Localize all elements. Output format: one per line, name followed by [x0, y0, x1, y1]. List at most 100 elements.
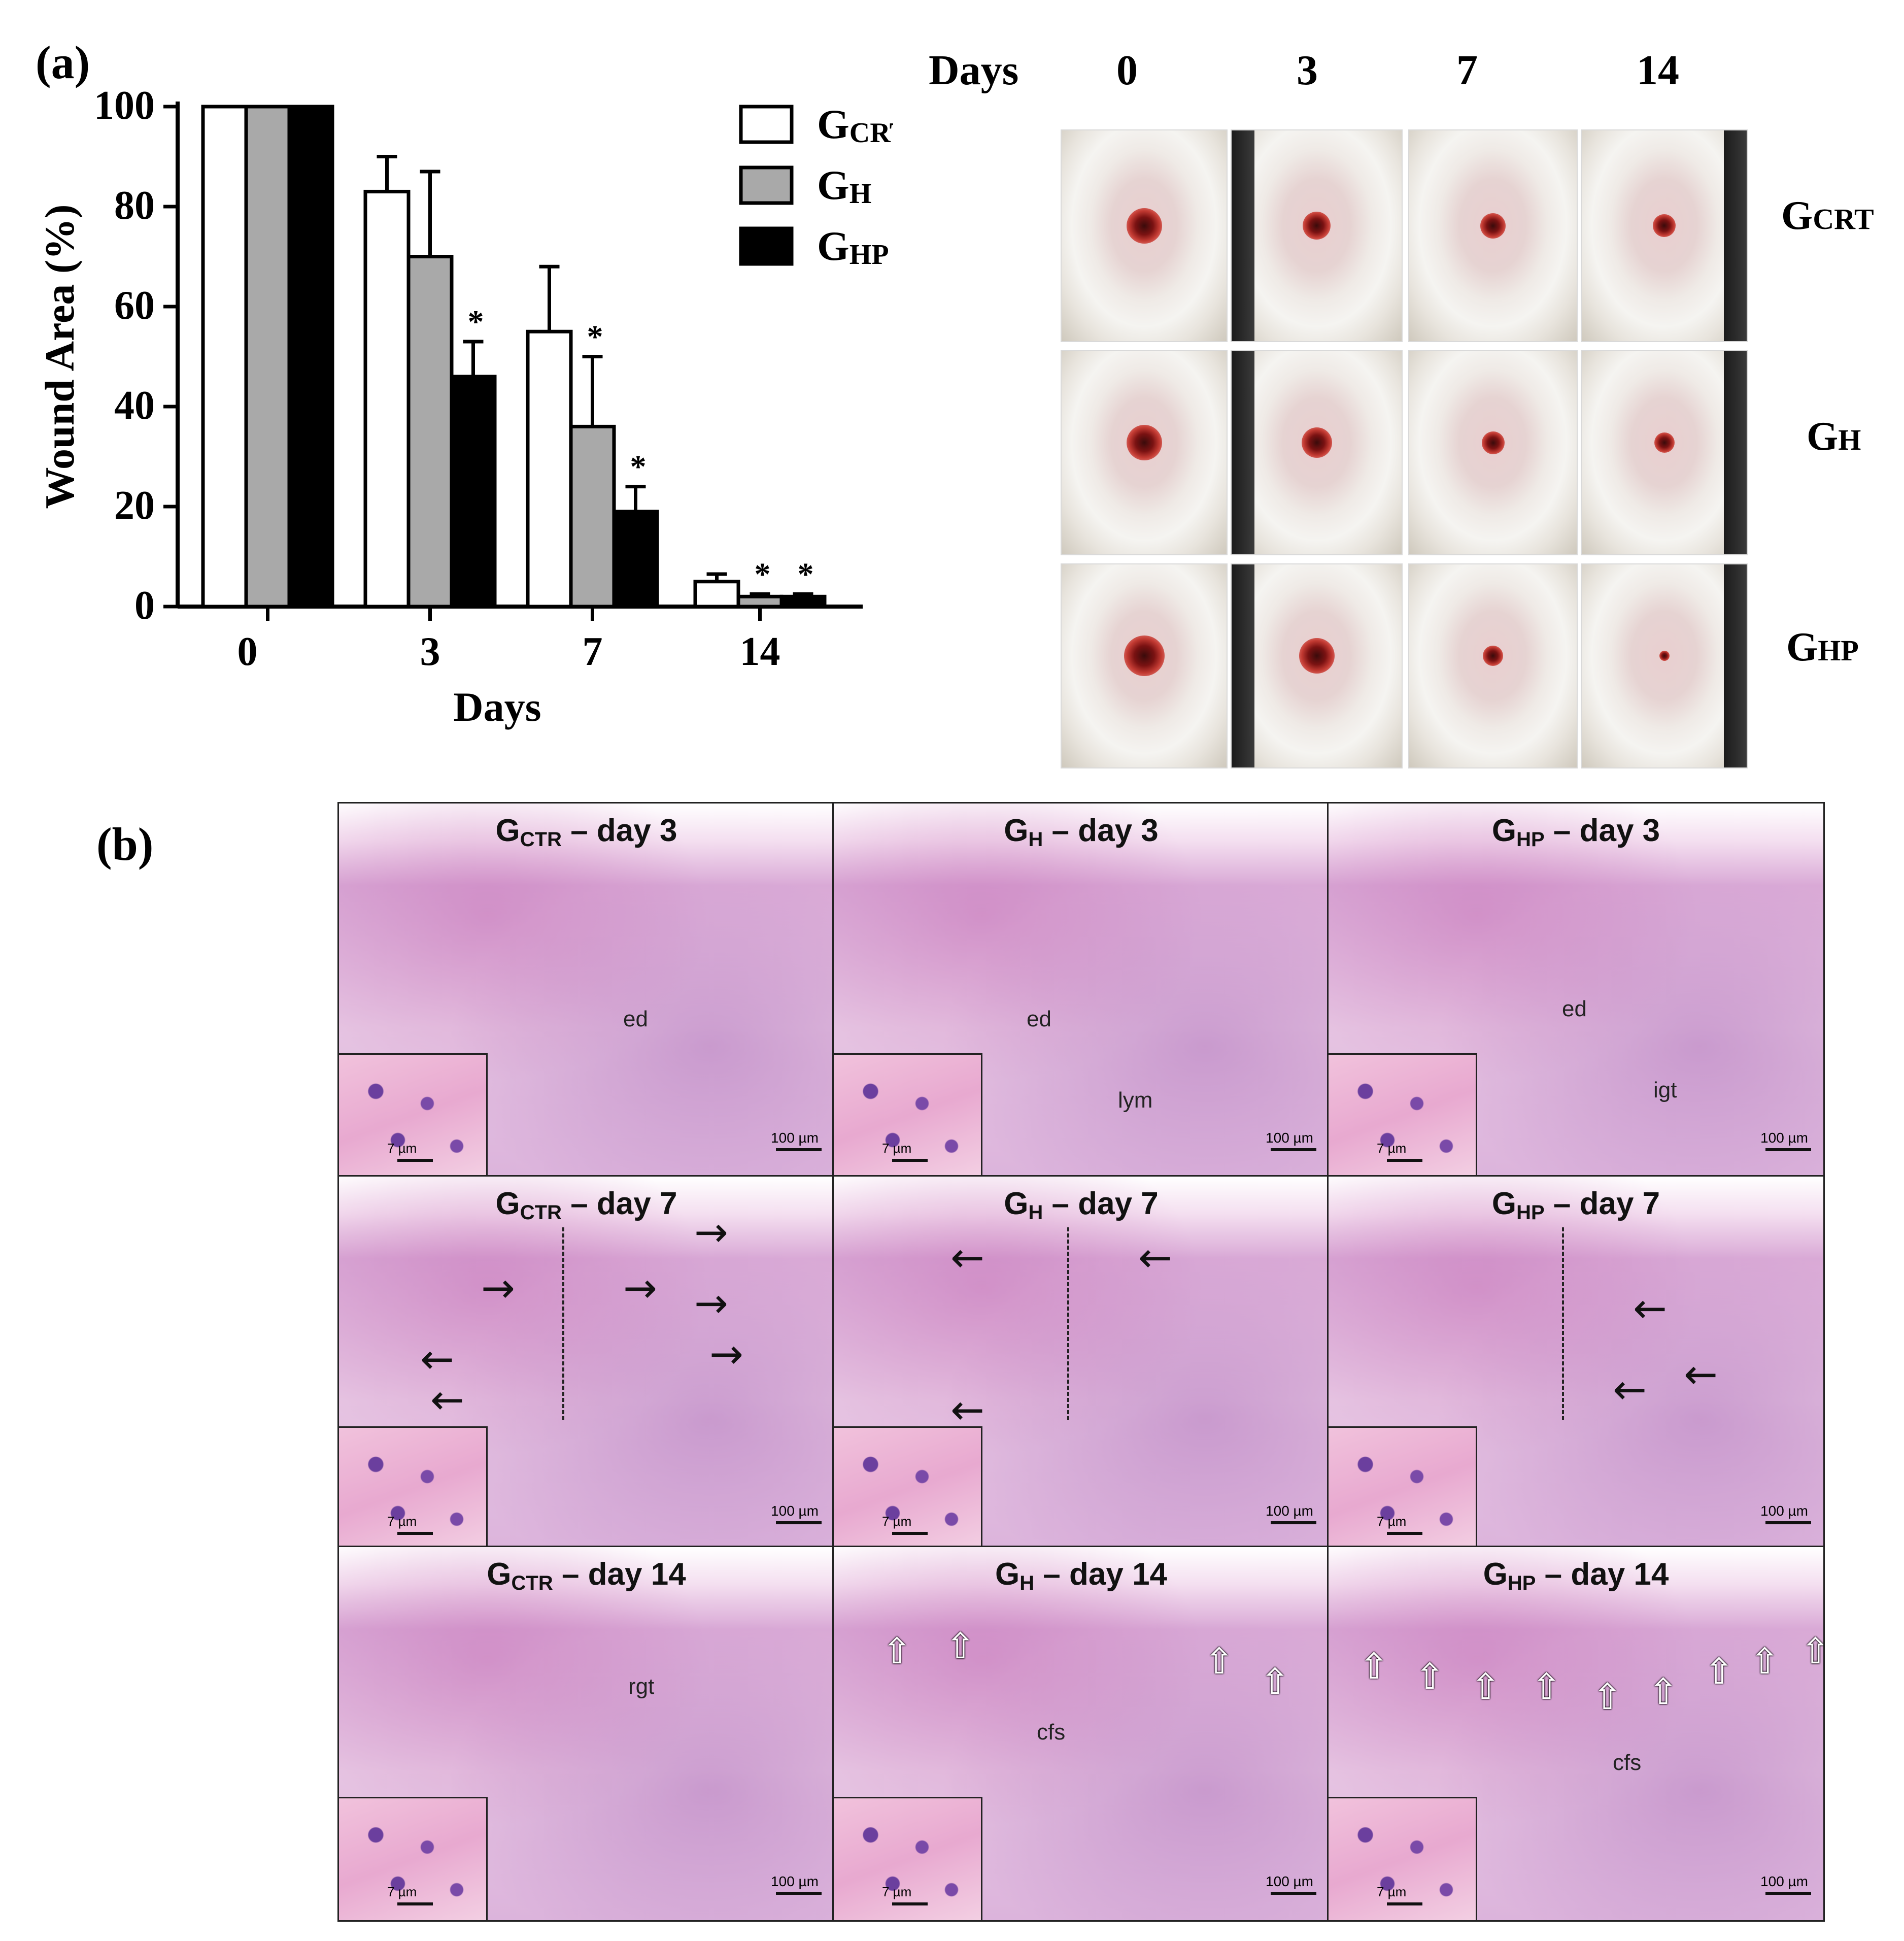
wound-spot: [1480, 213, 1506, 239]
wound-spot: [1303, 212, 1331, 240]
bar: [450, 375, 497, 609]
photo-background: [1724, 130, 1747, 341]
histology-arrow: ←: [950, 1386, 985, 1433]
legend-entry: GH: [817, 162, 871, 210]
inset-scale-bar: 7 µm: [387, 1141, 433, 1162]
panel-scale-bar: 100 µm: [771, 1873, 822, 1895]
photo-days-header: Days: [929, 47, 1019, 94]
y-tick-label: 20: [114, 483, 155, 528]
histology-panel: GCTR – day 3 ed 7 µm 100 µm: [337, 802, 835, 1178]
tissue-label: igt: [1653, 1078, 1677, 1102]
panel-scale-bar: 100 µm: [1266, 1503, 1316, 1524]
legend-entry: GCRT: [817, 101, 893, 149]
histology-inset: 7 µm: [1329, 1426, 1477, 1550]
photo-background: [1232, 351, 1254, 554]
histology-panel-title: GHP – day 14: [1483, 1557, 1669, 1594]
tissue-label: rgt: [628, 1674, 655, 1699]
bar: [569, 424, 616, 609]
legend-swatch: [739, 165, 794, 205]
histology-panel-title: GH – day 7: [1004, 1186, 1159, 1224]
significance-star: *: [630, 449, 647, 485]
y-axis-label: Wound Area (%): [37, 205, 83, 509]
y-tick-label: 80: [114, 183, 155, 228]
wound-spot: [1301, 427, 1332, 458]
histology-arrow: →: [709, 1330, 744, 1378]
panel-scale-bar: 100 µm: [1266, 1130, 1316, 1151]
wound-photo: [1581, 563, 1748, 768]
inset-scale-bar: 7 µm: [882, 1884, 928, 1905]
histology-panel: GHP – day 7 ← ← ← 7 µm 100 µm: [1327, 1175, 1825, 1551]
tissue-label: ed: [1562, 996, 1587, 1021]
panel-scale-bar: 100 µm: [1760, 1873, 1811, 1895]
legend-swatch: [739, 105, 794, 144]
photo-row-label: GH: [1807, 414, 1861, 459]
histology-inset: 7 µm: [834, 1053, 982, 1177]
histology-panel: GH – day 3 ed lym 7 µm 100 µm: [832, 802, 1330, 1178]
panel-scale-bar: 100 µm: [1266, 1873, 1316, 1895]
panel-a-label: (a): [36, 37, 90, 88]
histology-inset: 7 µm: [339, 1426, 488, 1550]
significance-star: *: [468, 304, 484, 340]
histology-arrow: ←: [950, 1234, 985, 1281]
tissue-label: cfs: [1037, 1720, 1066, 1745]
bar: [363, 189, 411, 609]
wound-photo: [1408, 129, 1578, 342]
tissue-label: lym: [1118, 1088, 1153, 1113]
histology-inset: 7 µm: [339, 1797, 488, 1920]
histology-panel: GH – day 14 cfs ⇧ ⇧ ⇧ ⇧ 7 µm 100 µm: [832, 1546, 1330, 1922]
epithelium-arrow: ⇧: [1704, 1651, 1734, 1692]
histology-panel: GH – day 7 ← ← ← 7 µm 100 µm: [832, 1175, 1330, 1551]
inset-scale-bar: 7 µm: [387, 1514, 433, 1535]
histology-arrow: ←: [1138, 1234, 1173, 1281]
significance-star: *: [755, 556, 771, 592]
tissue-label: cfs: [1613, 1750, 1642, 1775]
x-tick-label: 14: [740, 629, 780, 674]
epithelium-arrow: ⇧: [1800, 1633, 1823, 1669]
epithelium-arrow: ⇧: [1532, 1666, 1561, 1708]
wound-spot: [1126, 425, 1162, 460]
wound-spot: [1481, 431, 1505, 454]
bar: [779, 594, 827, 609]
bar: [287, 105, 334, 609]
panel-scale-bar: 100 µm: [1760, 1130, 1811, 1151]
wound-photo: [1581, 350, 1748, 555]
photo-background: [1724, 351, 1747, 554]
wound-spot: [1124, 635, 1165, 676]
epithelium-arrow: ⇧: [945, 1625, 975, 1667]
significance-star: *: [587, 319, 603, 355]
histology-arrow: ←: [1633, 1285, 1668, 1332]
wound-photo: [1231, 129, 1403, 342]
histology-arrow: →: [623, 1264, 658, 1312]
histology-arrow: ←: [420, 1335, 455, 1383]
histology-panel-title: GCTR – day 3: [495, 813, 677, 851]
legend-swatch: [739, 226, 794, 266]
panel-scale-bar: 100 µm: [1760, 1503, 1811, 1524]
photo-background: [1724, 564, 1747, 767]
histology-arrow: ←: [430, 1376, 465, 1423]
histology-panel-title: GHP – day 7: [1491, 1186, 1660, 1224]
wound-photo: [1061, 350, 1228, 555]
histology-inset: 7 µm: [834, 1797, 982, 1920]
wound-spot: [1483, 646, 1503, 666]
wound-spot: [1299, 638, 1335, 674]
legend-entry: GHP: [817, 223, 889, 271]
photo-row-label: GCRT: [1781, 193, 1874, 238]
histology-panel: GCTR – day 14 rgt 7 µm 100 µm: [337, 1546, 835, 1922]
x-tick-label: 0: [237, 629, 258, 674]
y-tick-label: 60: [114, 283, 155, 328]
epithelium-arrow: ⇧: [1415, 1656, 1445, 1697]
histology-panel-title: GH – day 14: [995, 1557, 1168, 1594]
bar: [244, 105, 291, 609]
wound-area-chart: 0 20 40 60 80 100 Wound Area (%) 0 * 3 * * 7 * * 14 Days…: [37, 83, 893, 730]
wound-spot: [1653, 214, 1676, 237]
inset-scale-bar: 7 µm: [882, 1514, 928, 1535]
panel-scale-bar: 100 µm: [771, 1130, 822, 1151]
inset-scale-bar: 7 µm: [1377, 1514, 1423, 1535]
epithelium-arrow: ⇧: [1648, 1671, 1678, 1713]
y-tick-label: 40: [114, 383, 155, 428]
y-tick-label: 0: [134, 583, 155, 628]
bar: [612, 510, 659, 609]
x-axis-label: Days: [453, 684, 541, 730]
histology-panel-title: GCTR – day 14: [487, 1557, 686, 1594]
wound-spot: [1126, 208, 1162, 244]
